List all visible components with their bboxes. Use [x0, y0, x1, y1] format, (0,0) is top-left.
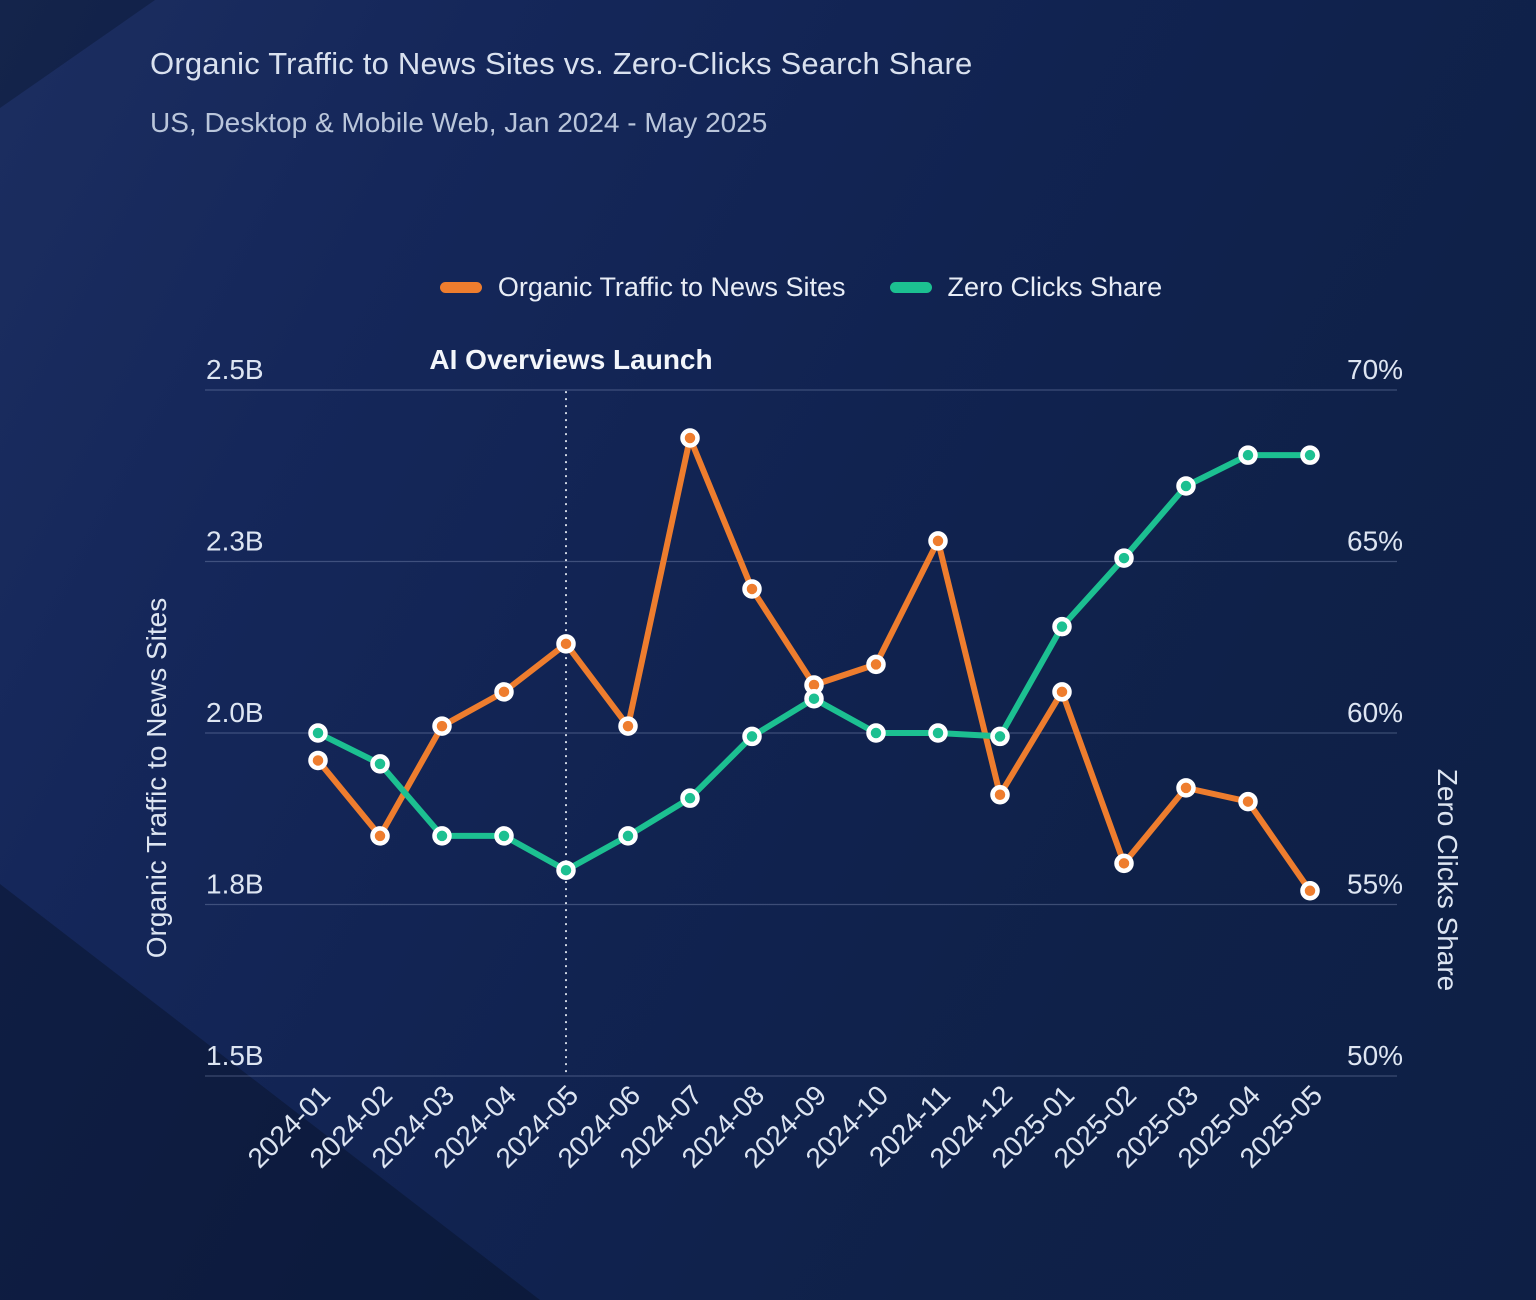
legend-item-zero-clicks-share[interactable]: Zero Clicks Share: [889, 271, 1163, 303]
data-point-organic-traffic-to-news-sites-2024-08[interactable]: [742, 579, 762, 599]
data-point-zero-clicks-share-2024-09[interactable]: [804, 688, 824, 709]
data-point-zero-clicks-share-2024-03[interactable]: [432, 826, 452, 846]
data-point-organic-traffic-to-news-sites-2024-05[interactable]: [556, 634, 576, 654]
data-point-zero-clicks-share-2025-01[interactable]: [1052, 616, 1072, 637]
legend-item-organic-traffic-to-news-sites[interactable]: Organic Traffic to News Sites: [439, 271, 846, 303]
data-point-zero-clicks-share-2024-04[interactable]: [494, 826, 514, 846]
right-axis-title: Zero Clicks Share: [1432, 769, 1463, 992]
legend-label: Organic Traffic to News Sites: [497, 271, 846, 302]
data-point-organic-traffic-to-news-sites-2024-04[interactable]: [494, 682, 514, 702]
legend-swatch-icon: [889, 281, 932, 293]
chart-title: Organic Traffic to News Sites vs. Zero-C…: [150, 46, 973, 81]
series-organic-traffic-to-news-sites-line: [315, 435, 1313, 894]
data-point-zero-clicks-share-2024-10[interactable]: [866, 723, 886, 743]
data-point-organic-traffic-to-news-sites-2024-06[interactable]: [618, 716, 638, 736]
data-point-zero-clicks-share-2025-05[interactable]: [1300, 445, 1320, 465]
legend-swatch-icon: [439, 281, 482, 293]
data-point-zero-clicks-share-2024-01[interactable]: [308, 723, 328, 743]
data-point-organic-traffic-to-news-sites-2024-11[interactable]: [928, 531, 948, 551]
left-axis-tick: 1.8B: [206, 869, 264, 900]
data-point-organic-traffic-to-news-sites-2024-01[interactable]: [308, 750, 328, 771]
right-axis-tick: 50%: [1347, 1040, 1403, 1071]
data-point-zero-clicks-share-2024-12[interactable]: [990, 726, 1010, 747]
left-axis-tick: 2.5B: [206, 354, 264, 385]
left-axis-tick: 2.3B: [206, 526, 264, 557]
data-point-zero-clicks-share-2025-03[interactable]: [1176, 476, 1196, 496]
data-point-organic-traffic-to-news-sites-2024-10[interactable]: [866, 654, 886, 675]
right-axis-tick: 70%: [1347, 354, 1403, 385]
data-point-zero-clicks-share-2025-02[interactable]: [1114, 548, 1134, 568]
right-axis-tick: 65%: [1347, 526, 1403, 557]
data-point-organic-traffic-to-news-sites-2024-03[interactable]: [432, 716, 452, 736]
data-point-organic-traffic-to-news-sites-2025-05[interactable]: [1300, 881, 1320, 901]
left-axis-title: Organic Traffic to News Sites: [141, 598, 172, 959]
data-point-organic-traffic-to-news-sites-2024-07[interactable]: [680, 428, 700, 448]
legend-label: Zero Clicks Share: [947, 271, 1163, 302]
legend: Organic Traffic to News Sites Zero Clicks…: [205, 267, 1397, 307]
data-point-zero-clicks-share-2024-08[interactable]: [742, 726, 762, 747]
data-point-zero-clicks-share-2024-02[interactable]: [370, 754, 390, 774]
right-axis-tick: 60%: [1347, 697, 1403, 728]
data-point-zero-clicks-share-2025-04[interactable]: [1238, 445, 1258, 465]
ai-overviews-launch-label: AI Overviews Launch: [429, 344, 712, 375]
data-point-zero-clicks-share-2024-07[interactable]: [680, 788, 700, 808]
data-point-zero-clicks-share-2024-06[interactable]: [618, 826, 638, 846]
data-point-organic-traffic-to-news-sites-2025-02[interactable]: [1114, 853, 1134, 874]
data-point-organic-traffic-to-news-sites-2024-12[interactable]: [990, 784, 1010, 805]
right-axis-tick: 55%: [1347, 869, 1403, 900]
series-zero-clicks-share-line: [315, 452, 1313, 874]
data-point-organic-traffic-to-news-sites-2025-01[interactable]: [1052, 682, 1072, 702]
data-point-organic-traffic-to-news-sites-2025-04[interactable]: [1238, 791, 1258, 812]
data-point-zero-clicks-share-2024-11[interactable]: [928, 723, 948, 743]
data-point-zero-clicks-share-2024-05[interactable]: [556, 860, 576, 880]
chart-subtitle: US, Desktop & Mobile Web, Jan 2024 - May…: [150, 107, 768, 138]
left-axis-tick: 1.5B: [206, 1040, 264, 1071]
data-point-organic-traffic-to-news-sites-2024-02[interactable]: [370, 826, 390, 846]
left-axis-tick: 2.0B: [206, 697, 264, 728]
data-point-organic-traffic-to-news-sites-2025-03[interactable]: [1176, 778, 1196, 798]
